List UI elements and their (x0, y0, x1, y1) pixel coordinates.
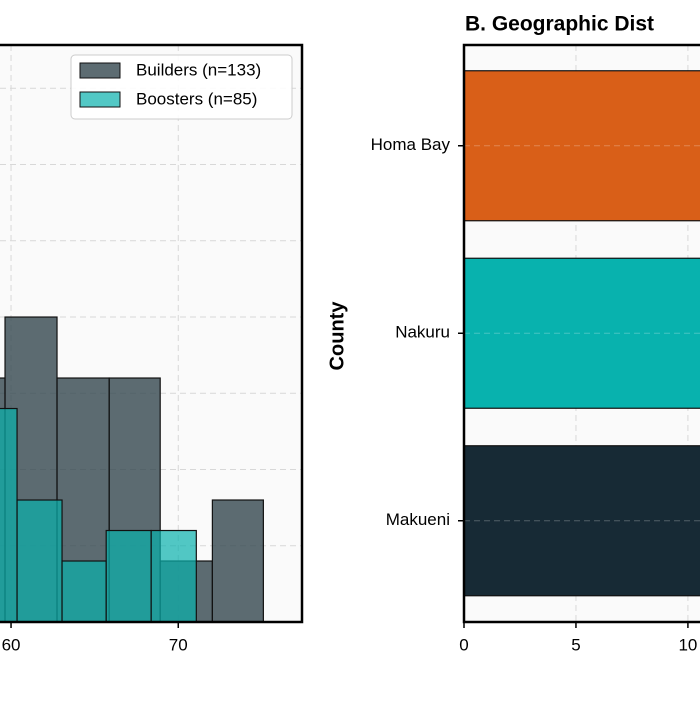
bar-layer (464, 45, 700, 622)
axes-layer: 60 70 Builders (n=133) Boosters (n=85) Makue… (0, 43, 700, 654)
legend-swatch (79, 62, 121, 79)
chart-title: B. Geographic Dist (465, 13, 654, 36)
legend-swatch (79, 91, 121, 108)
y-tick-label: Homa Bay (371, 135, 451, 154)
legend-label: Boosters (n=85) (136, 89, 257, 108)
bar (464, 257, 700, 409)
histogram-bar (150, 529, 197, 622)
y-tick-label: Nakuru (395, 323, 450, 342)
x-tick-label: 0 (459, 635, 468, 654)
histogram-bar (16, 499, 63, 622)
bar (464, 70, 700, 222)
x-tick-label: 70 (169, 635, 188, 654)
plot-frame (0, 43, 304, 624)
legend: Builders (n=133) Boosters (n=85) (70, 54, 293, 120)
histogram-bar (211, 499, 264, 622)
x-tick-label: 5 (571, 635, 580, 654)
histogram-bar (0, 407, 18, 622)
bar (464, 445, 700, 597)
y-axis-label: County (326, 301, 348, 371)
histogram-bar (61, 560, 107, 622)
x-tick-label: 10 (678, 635, 697, 654)
legend-label: Builders (n=133) (136, 60, 261, 79)
x-tick-label: 60 (2, 635, 21, 654)
legend-box (70, 54, 293, 120)
plot-frame (462, 43, 700, 624)
y-tick-label: Makueni (386, 510, 450, 529)
histogram-bar (105, 529, 152, 622)
